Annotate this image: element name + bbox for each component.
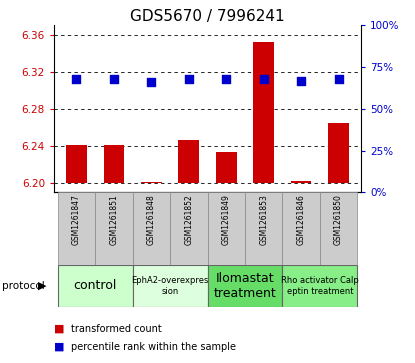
- Text: GSM1261846: GSM1261846: [297, 195, 305, 245]
- Point: [335, 76, 342, 82]
- Bar: [178, 140, 199, 183]
- Point: [260, 76, 267, 82]
- Text: ■: ■: [54, 323, 64, 334]
- Bar: [245, 192, 282, 265]
- Bar: [95, 192, 133, 265]
- Point: [186, 76, 192, 82]
- Text: GSM1261849: GSM1261849: [222, 195, 231, 245]
- Point: [148, 79, 155, 85]
- Text: Rho activator Calp
eptin treatment: Rho activator Calp eptin treatment: [281, 276, 359, 295]
- Point: [73, 76, 80, 82]
- Point: [223, 76, 229, 82]
- Bar: [282, 265, 357, 307]
- Text: GDS5670 / 7996241: GDS5670 / 7996241: [130, 9, 285, 24]
- Bar: [104, 145, 124, 183]
- Text: protocol: protocol: [2, 281, 45, 291]
- Text: GSM1261853: GSM1261853: [259, 195, 268, 245]
- Text: GSM1261847: GSM1261847: [72, 195, 81, 245]
- Bar: [66, 145, 87, 183]
- Text: GSM1261850: GSM1261850: [334, 195, 343, 245]
- Text: transformed count: transformed count: [71, 323, 161, 334]
- Bar: [291, 181, 311, 183]
- Bar: [208, 192, 245, 265]
- Text: Ilomastat
treatment: Ilomastat treatment: [214, 272, 276, 300]
- Text: control: control: [73, 280, 117, 292]
- Bar: [133, 265, 208, 307]
- Text: GSM1261852: GSM1261852: [184, 195, 193, 245]
- Bar: [320, 192, 357, 265]
- Bar: [58, 265, 133, 307]
- Point: [298, 78, 305, 83]
- Bar: [216, 152, 237, 183]
- Text: GSM1261851: GSM1261851: [110, 195, 118, 245]
- Bar: [282, 192, 320, 265]
- Point: [110, 76, 117, 82]
- Bar: [328, 123, 349, 183]
- Bar: [141, 182, 161, 183]
- Text: percentile rank within the sample: percentile rank within the sample: [71, 342, 236, 352]
- Bar: [208, 265, 282, 307]
- Bar: [254, 42, 274, 183]
- Bar: [133, 192, 170, 265]
- Bar: [58, 192, 95, 265]
- Bar: [170, 192, 208, 265]
- Text: EphA2-overexpres
sion: EphA2-overexpres sion: [132, 276, 209, 295]
- Text: GSM1261848: GSM1261848: [147, 195, 156, 245]
- Text: ▶: ▶: [38, 281, 46, 291]
- Text: ■: ■: [54, 342, 64, 352]
